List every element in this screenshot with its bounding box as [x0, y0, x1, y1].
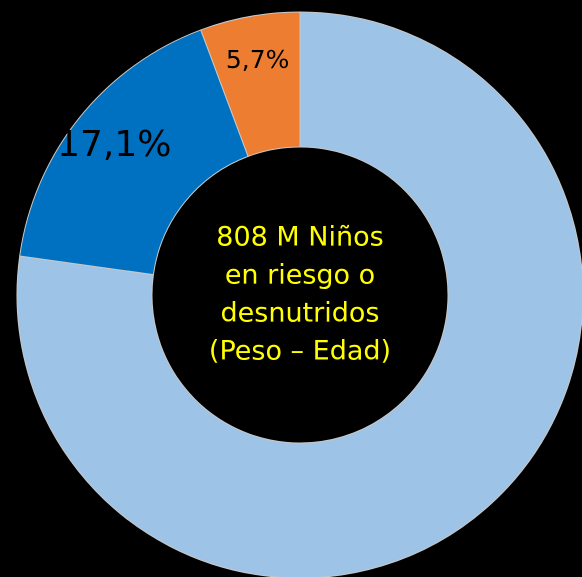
value-label: 5,7%	[226, 45, 290, 74]
donut-segment	[19, 29, 249, 276]
center-label: (Peso – Edad)	[209, 336, 391, 367]
center-label: en riesgo o	[225, 260, 375, 291]
center-label: 808 M Niños	[216, 222, 383, 253]
center-label: desnutridos	[221, 298, 380, 329]
value-label: 17,1%	[57, 124, 171, 165]
donut-segment	[16, 11, 582, 577]
donut-segment	[200, 11, 301, 158]
donut-hole	[153, 148, 447, 442]
